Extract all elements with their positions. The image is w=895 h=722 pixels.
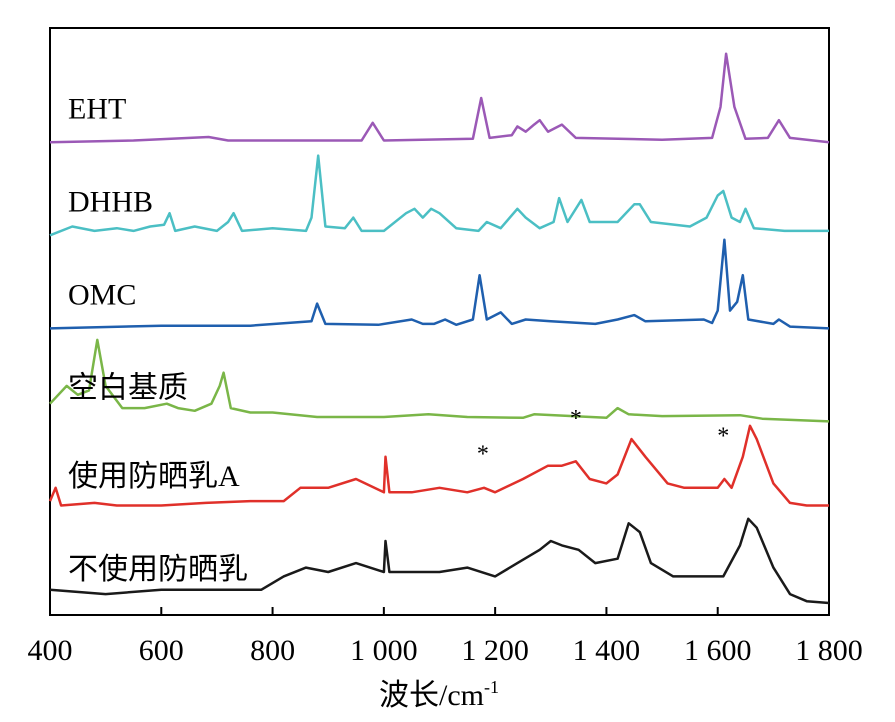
series-label-0: EHT (68, 92, 126, 125)
series-label-5: 不使用防晒乳 (68, 553, 248, 586)
series-label-3: 空白基质 (68, 371, 188, 404)
series-line-3 (49, 338, 830, 423)
x-tick-label-0: 400 (28, 634, 73, 667)
x-tick-label-5: 1 400 (573, 634, 641, 667)
series-line-5 (49, 517, 830, 605)
x-tick-label-1: 600 (139, 634, 184, 667)
x-tick-label-2: 800 (250, 634, 295, 667)
series-line-0 (49, 52, 830, 144)
series-label-1: DHHB (68, 185, 153, 218)
series-line-2 (49, 238, 830, 330)
x-axis-title-sup: -1 (484, 677, 499, 697)
x-tick-label-7: 1 800 (795, 634, 863, 667)
x-axis-ticks: 400 600 800 1 000 1 200 1 400 1 600 1 800 (28, 607, 863, 667)
series-line-1 (49, 154, 829, 237)
x-axis-title: 波长/cm-1 (379, 677, 499, 712)
series-label-4: 使用防晒乳A (68, 460, 240, 493)
peak-marker-1: * (570, 406, 582, 432)
peak-marker-0: * (477, 441, 489, 467)
peak-marker-2: * (717, 424, 729, 450)
x-axis-title-text: 波长/cm (379, 679, 484, 712)
peak-markers: * * * (477, 406, 729, 467)
x-tick-label-3: 1 000 (350, 634, 418, 667)
x-tick-label-4: 1 200 (461, 634, 529, 667)
x-tick-label-6: 1 600 (684, 634, 752, 667)
plot-frame (49, 27, 830, 616)
series-layer (48, 52, 830, 605)
series-line-4 (48, 424, 829, 507)
series-label-2: OMC (68, 278, 136, 311)
